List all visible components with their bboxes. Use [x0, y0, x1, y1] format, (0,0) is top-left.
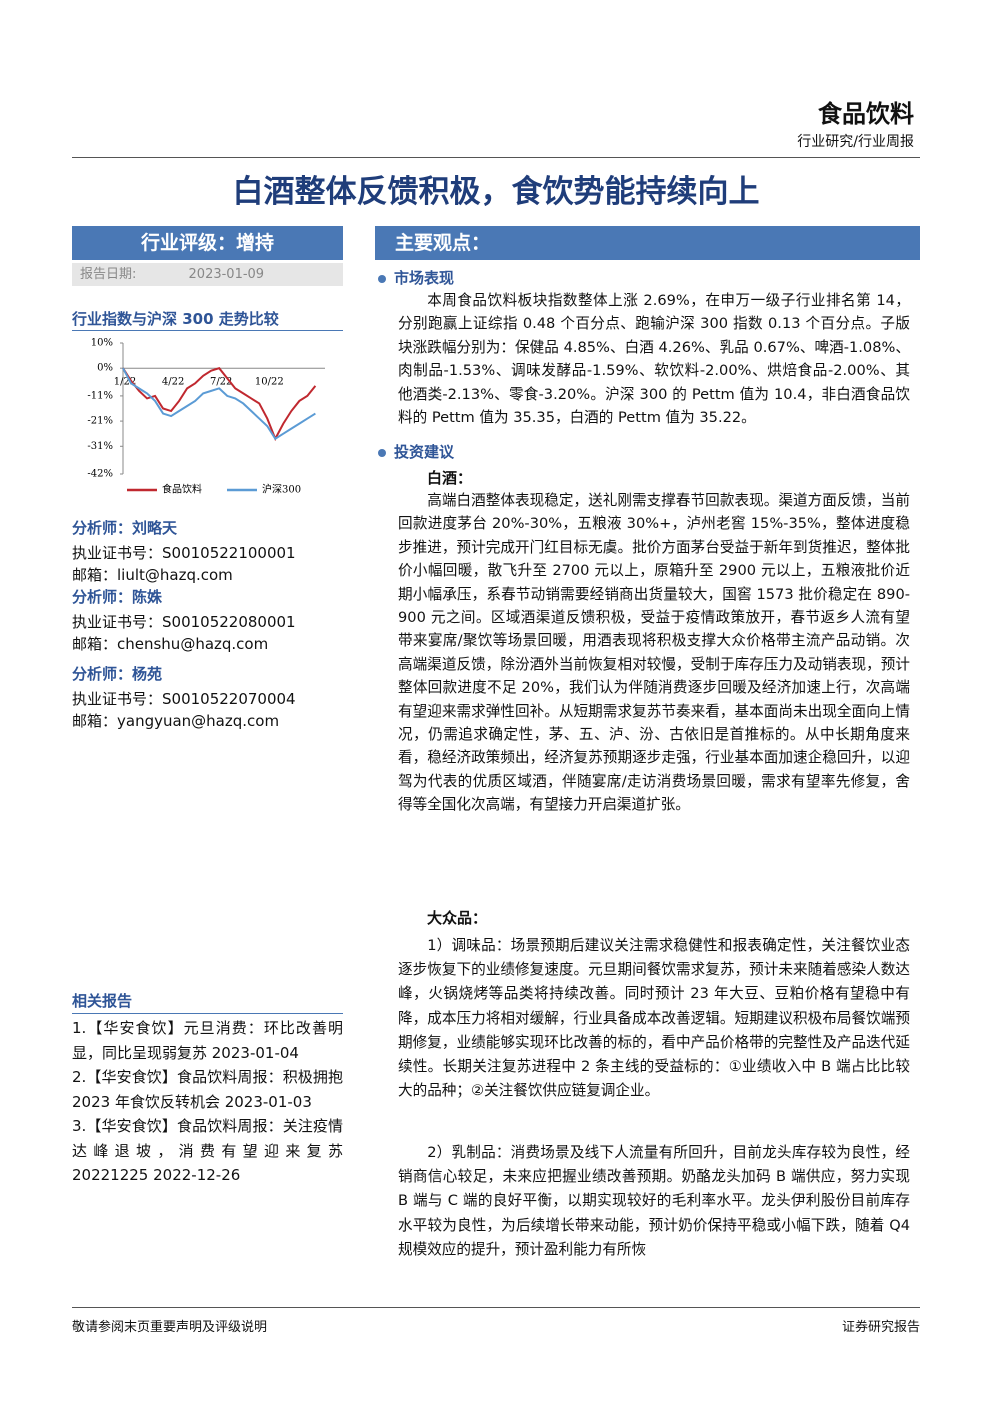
- y-tick-label: -21%: [87, 416, 113, 427]
- x-tick-label: 10/22: [255, 377, 284, 388]
- analyst-name: 分析师：杨苑: [72, 665, 163, 683]
- sub-heading: 大众品：: [427, 909, 488, 927]
- section-heading: 市场表现: [378, 267, 454, 288]
- y-tick-label: 0%: [97, 363, 113, 374]
- rule: [72, 157, 920, 158]
- main-heading: 主要观点：: [375, 226, 920, 260]
- analyst-cert: 执业证书号：S0010522100001: [72, 544, 296, 562]
- y-tick-label: 10%: [91, 338, 113, 349]
- paragraph: 高端白酒整体表现稳定，送礼刚需支撑春节回款表现。渠道方面反馈，当前回款进度茅台 …: [398, 492, 910, 814]
- related-heading: 相关报告: [72, 992, 133, 1010]
- report-type: 行业研究/行业周报: [797, 134, 914, 150]
- series-line: [122, 367, 316, 441]
- y-tick-label: -11%: [87, 390, 113, 401]
- chart-title: 行业指数与沪深 300 走势比较: [72, 310, 279, 328]
- date-label: 报告日期:: [80, 267, 137, 282]
- paragraph: 2）乳制品：消费场景及线下人流量有所回升，目前龙头库存较为良性，经销商信心较足，…: [398, 1144, 910, 1258]
- analyst-name: 分析师：刘略天: [72, 519, 178, 537]
- x-tick-label: 1/22: [114, 377, 136, 388]
- legend-label: 食品饮料: [162, 483, 202, 496]
- analyst-email: 邮箱：liult@hazq.com: [72, 566, 233, 584]
- related-item: 3.【华安食饮】食品饮料周报：关注疫情达峰退坡，消费有望迎来复苏 2022122…: [72, 1117, 343, 1184]
- chart: 10% 0% -11% -21% -31% -42% 1/22 4/22 7/22 10/22 食品…: [87, 338, 325, 496]
- footer-left: 敬请参阅末页重要声明及评级说明: [72, 1320, 268, 1335]
- paragraph: 本周食品饮料板块指数整体上涨 2.69%，在申万一级子行业排名第 14，分别跑赢…: [398, 292, 910, 427]
- analyst-cert: 执业证书号：S0010522070004: [72, 690, 296, 708]
- series-line: [122, 367, 317, 442]
- rule: [72, 1013, 343, 1014]
- y-tick-label: -42%: [87, 469, 113, 480]
- footer-right: 证券研究报告: [841, 1320, 920, 1335]
- rating: 行业评级：增持: [72, 226, 343, 260]
- legend-label: 沪深300: [262, 483, 301, 496]
- analyst-name: 分析师：陈姝: [72, 588, 163, 606]
- analyst-email: 邮箱：yangyuan@hazq.com: [72, 712, 280, 730]
- y-tick-label: -31%: [87, 441, 113, 452]
- x-tick-label: 4/22: [162, 377, 184, 388]
- rule: [72, 1307, 920, 1308]
- date: 2023-01-09: [188, 267, 265, 282]
- title: 白酒整体反馈积极，食饮势能持续向上: [232, 174, 760, 210]
- rule: [72, 330, 343, 331]
- sector: 食品饮料: [818, 100, 914, 128]
- related-item: 2.【华安食饮】食品饮料周报：积极拥抱 2023 年食饮反转机会 2023-01…: [72, 1068, 343, 1111]
- analyst-email: 邮箱：chenshu@hazq.com: [72, 635, 269, 653]
- analysts: 分析师：刘略天 执业证书号：S0010522100001 邮箱：liult@ha…: [72, 517, 347, 732]
- date-row: 报告日期: 2023-01-09: [72, 263, 343, 286]
- related-item: 1.【华安食饮】元旦消费：环比改善明显，同比呈现弱复苏 2023-01-04: [72, 1019, 343, 1062]
- x-tick-label: 7/22: [210, 377, 232, 388]
- analyst-cert: 执业证书号：S0010522080001: [72, 613, 296, 631]
- paragraph: 1）调味品：场景预期后建议关注需求稳健性和报表确定性，关注餐饮业态逐步恢复下的业…: [398, 937, 910, 1100]
- section-heading: 投资建议: [378, 441, 454, 462]
- sub-heading: 白酒：: [427, 469, 473, 487]
- related-list: 1.【华安食饮】元旦消费：环比改善明显，同比呈现弱复苏 2023-01-04 2…: [72, 1016, 343, 1188]
